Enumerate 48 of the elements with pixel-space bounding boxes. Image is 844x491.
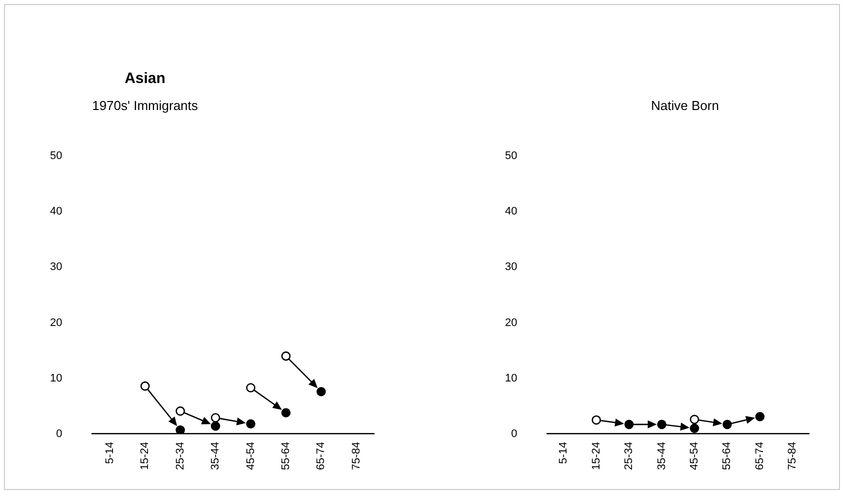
x-tick-label: 25-34 [174, 442, 186, 470]
x-tick-label: 55-64 [280, 442, 292, 470]
x-tick-label: 75-84 [350, 442, 362, 470]
point [690, 424, 700, 433]
x-tick-label: 5-14 [104, 442, 116, 464]
point [281, 408, 291, 418]
x-tick-label: 45-54 [688, 442, 701, 470]
point [657, 420, 666, 430]
x-tick-label: 25-34 [623, 442, 636, 470]
x-tick-label: 35-44 [210, 442, 222, 470]
y-tick-label: 0 [56, 428, 62, 440]
point [210, 421, 220, 431]
point [210, 413, 220, 422]
y-tick-label: 0 [511, 428, 518, 440]
x-tick-label: 5-14 [558, 442, 570, 464]
point [246, 419, 256, 429]
point [281, 351, 291, 361]
point [690, 414, 700, 424]
x-tick-label: 35-44 [656, 442, 668, 470]
point [624, 420, 634, 430]
y-tick-label: 30 [504, 261, 518, 274]
x-tick-label: 55-64 [721, 442, 734, 470]
point [176, 406, 185, 416]
y-tick-label: 50 [50, 150, 62, 162]
x-tick-label: 65-74 [754, 442, 766, 470]
point [722, 420, 732, 430]
point [246, 383, 256, 392]
y-tick-label: 40 [50, 206, 62, 218]
y-tick-label: 20 [504, 316, 518, 329]
x-tick-label: 75-84 [786, 442, 799, 470]
point [755, 412, 765, 422]
point [176, 425, 185, 434]
chart-title: Asian [124, 70, 166, 87]
point [316, 386, 326, 396]
chart-subtitle: 1970s' Immigrants [91, 98, 199, 115]
x-tick-label: 45-54 [244, 442, 257, 470]
y-tick-label: 10 [50, 372, 62, 384]
y-tick-label: 10 [504, 372, 518, 384]
x-tick-label: 15-24 [139, 442, 152, 470]
point [140, 381, 150, 391]
y-tick-label: 50 [504, 150, 518, 162]
chart-subtitle: Native Born [650, 98, 720, 115]
x-tick-label: 15-24 [590, 442, 602, 470]
x-tick-label: 65-74 [315, 442, 328, 470]
y-tick-label: 30 [50, 261, 62, 274]
y-tick-label: 40 [504, 206, 518, 218]
y-tick-label: 20 [50, 316, 62, 329]
point [592, 415, 601, 425]
